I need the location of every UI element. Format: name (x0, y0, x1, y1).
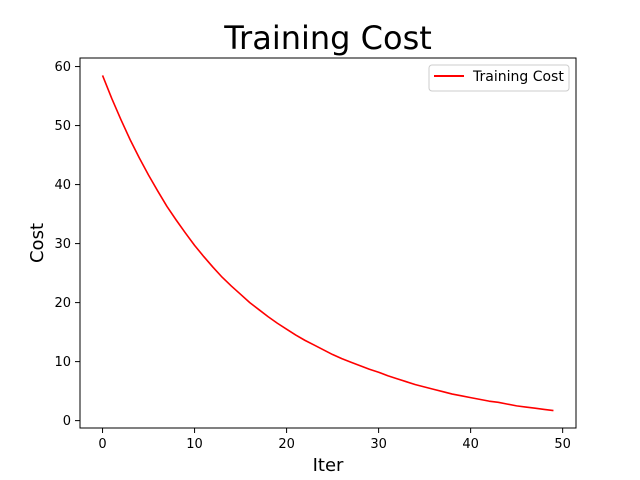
legend-box (428, 64, 570, 92)
x-tick-label: 0 (98, 437, 106, 452)
y-tick-label: 0 (63, 414, 71, 429)
series-line-training-cost (101, 75, 554, 412)
series-group (101, 75, 554, 412)
y-tick-label: 10 (54, 355, 71, 370)
x-tick-label: 20 (278, 437, 295, 452)
y-tick-label: 40 (54, 178, 71, 193)
x-tick-label: 50 (554, 437, 571, 452)
x-axis-label: Iter (313, 455, 344, 476)
legend: Training Cost (428, 64, 570, 92)
x-tick-label: 40 (462, 437, 479, 452)
legend-label-training-cost: Training Cost (472, 69, 564, 85)
x-tick-label: 10 (186, 437, 203, 452)
y-axis-label: Cost (27, 223, 48, 263)
chart-title: Training Cost (223, 19, 432, 57)
y-tick-label: 60 (54, 60, 71, 75)
y-tick-label: 30 (54, 237, 71, 252)
tick-group: 0 10 20 30 40 50 0 10 20 30 40 50 60 (54, 60, 570, 452)
y-tick-label: 20 (54, 296, 71, 311)
y-tick-label: 50 (54, 119, 71, 134)
plot-frame (79, 57, 577, 429)
x-tick-label: 30 (370, 437, 387, 452)
